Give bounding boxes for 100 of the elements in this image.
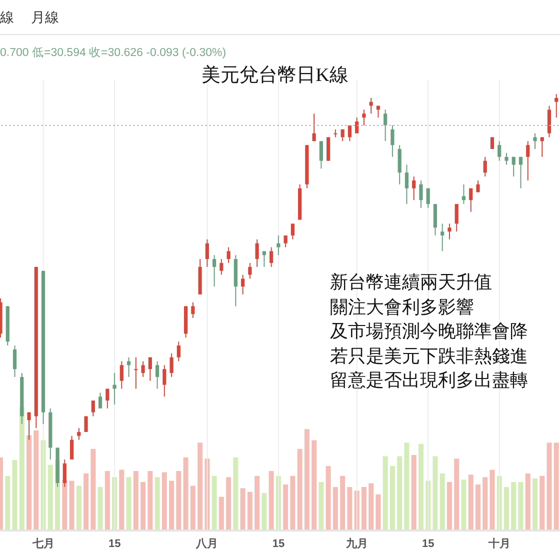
bar <box>304 429 309 530</box>
candlestick <box>482 156 486 178</box>
candlestick <box>526 140 530 181</box>
x-tick-label: 七月 <box>30 536 54 550</box>
bar <box>211 476 216 530</box>
bar <box>254 476 260 530</box>
bar <box>468 474 473 530</box>
candlestick <box>454 204 458 232</box>
bar <box>12 460 17 530</box>
annotation: 關注大會利多影響 <box>330 296 474 318</box>
annotation: 及市場預測今晚聯準會降 <box>330 320 528 343</box>
candlestick <box>532 132 536 150</box>
candlestick <box>518 156 522 189</box>
x-tick-label: 15 <box>272 538 284 550</box>
bar <box>418 444 423 530</box>
candlestick <box>190 302 194 318</box>
bar <box>396 456 402 530</box>
bar <box>460 480 466 530</box>
bar <box>132 470 138 530</box>
bar <box>474 484 480 530</box>
bar <box>454 458 459 530</box>
bar <box>482 477 488 530</box>
candlestick <box>169 352 173 378</box>
bar <box>553 442 558 530</box>
bar <box>168 480 174 530</box>
bar <box>325 466 330 530</box>
candlestick <box>248 262 252 280</box>
candlestick <box>204 238 208 268</box>
bar <box>161 472 166 530</box>
x-tick-label: 八月 <box>194 536 218 550</box>
bar <box>140 482 146 530</box>
candlestick <box>26 412 30 440</box>
bar <box>240 488 245 530</box>
candlestick <box>176 341 180 362</box>
bar <box>382 456 388 530</box>
candlestick <box>354 117 358 134</box>
candlestick <box>326 136 330 162</box>
candlestick <box>497 140 501 162</box>
bar <box>104 470 110 530</box>
bar <box>510 482 516 530</box>
candlestick <box>397 144 401 185</box>
x-tick-label: 15 <box>422 538 434 550</box>
x-tick-label: 15 <box>108 538 120 550</box>
bar <box>126 477 131 530</box>
bar <box>232 457 238 530</box>
bar <box>524 473 530 530</box>
annotation: 留意是否出現利多出盡轉 <box>330 369 528 392</box>
x-tick-label: 十月 <box>486 536 510 550</box>
bar <box>147 470 152 530</box>
candlestick <box>12 345 16 378</box>
candlestick <box>240 274 244 295</box>
candlestick <box>219 258 223 276</box>
annotation: 新台幣連續兩天升值 <box>330 271 492 294</box>
text: 月線 <box>31 9 59 27</box>
bar <box>97 486 102 530</box>
bar <box>218 496 224 530</box>
candlestick <box>98 392 102 409</box>
candlestick <box>148 356 152 382</box>
bar <box>439 473 444 530</box>
bar <box>518 482 523 530</box>
candlestick <box>362 109 366 126</box>
bar <box>268 470 274 530</box>
candlestick <box>468 188 472 212</box>
candlestick <box>404 164 408 205</box>
text: 線 <box>0 9 14 27</box>
bar <box>296 448 302 530</box>
candlestick <box>134 356 138 390</box>
bar <box>226 477 231 530</box>
bar <box>311 440 316 530</box>
bar <box>197 442 202 530</box>
bar <box>489 470 494 530</box>
bar <box>546 442 552 530</box>
candlestick <box>318 140 322 170</box>
bar <box>389 466 394 530</box>
candlestick <box>112 372 116 405</box>
candlestick <box>290 223 294 240</box>
bar <box>539 476 544 530</box>
candlestick <box>447 223 451 240</box>
chart-title: 美元兌台幣日K線 <box>202 65 348 86</box>
bar <box>340 476 345 530</box>
bar <box>290 476 295 530</box>
bar <box>360 486 366 530</box>
candlestick <box>105 388 109 409</box>
candlestick <box>546 105 551 138</box>
bar <box>83 473 88 530</box>
candlestick <box>154 360 159 390</box>
candlestick <box>432 204 437 236</box>
candlestick <box>347 124 352 142</box>
candlestick <box>383 109 387 142</box>
bar <box>368 483 374 530</box>
bar <box>318 482 324 530</box>
bar <box>410 454 416 530</box>
candlestick <box>540 136 544 158</box>
candlestick <box>554 93 558 118</box>
bar <box>176 470 181 530</box>
candlestick <box>226 246 230 264</box>
candlestick <box>426 188 430 208</box>
candlestick <box>390 124 394 158</box>
candlestick <box>276 234 280 256</box>
candlestick <box>162 364 166 398</box>
